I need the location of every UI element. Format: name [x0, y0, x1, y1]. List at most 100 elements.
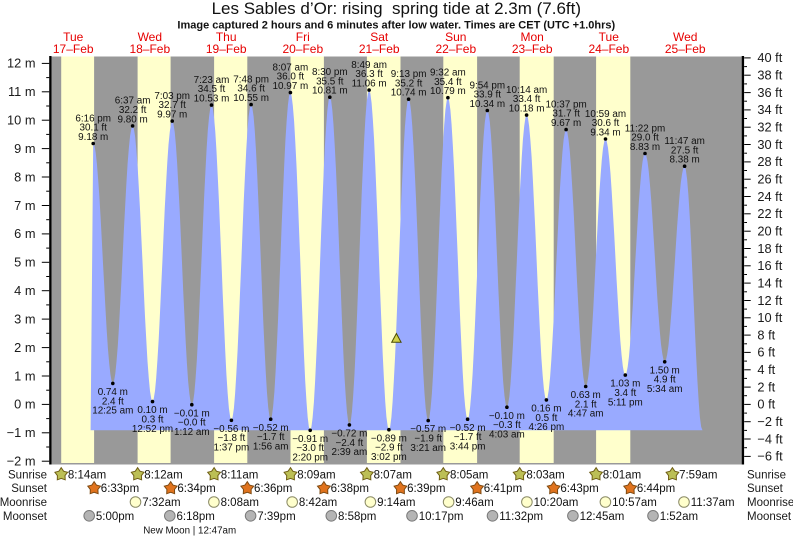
- svg-text:−1.7 ft: −1.7 ft: [257, 432, 285, 443]
- svg-text:8:01am: 8:01am: [603, 469, 641, 481]
- svg-text:31.7 ft: 31.7 ft: [552, 109, 580, 120]
- svg-text:30.1 ft: 30.1 ft: [79, 123, 107, 134]
- svg-text:10.81 m: 10.81 m: [312, 86, 348, 97]
- svg-text:11:47 am: 11:47 am: [664, 136, 704, 147]
- svg-text:−0.56 m: −0.56 m: [213, 424, 249, 435]
- svg-text:0.16 m: 0.16 m: [531, 404, 561, 415]
- svg-text:9.80 m: 9.80 m: [117, 114, 147, 125]
- svg-text:34 ft: 34 ft: [757, 102, 782, 117]
- svg-text:−0.52 m: −0.52 m: [450, 423, 486, 434]
- svg-text:9:46am: 9:46am: [455, 497, 493, 509]
- svg-text:9.34 m: 9.34 m: [590, 127, 620, 138]
- svg-text:1.50 m: 1.50 m: [650, 365, 680, 376]
- svg-text:4 m: 4 m: [14, 283, 35, 298]
- svg-text:−0.91 m: −0.91 m: [292, 434, 328, 445]
- svg-text:7:23 am: 7:23 am: [194, 75, 230, 86]
- svg-text:14 ft: 14 ft: [757, 275, 782, 290]
- svg-text:8:09am: 8:09am: [297, 469, 335, 481]
- svg-text:0 m: 0 m: [14, 397, 35, 412]
- svg-text:9:14am: 9:14am: [377, 497, 415, 509]
- svg-text:−0.3 ft: −0.3 ft: [493, 420, 521, 431]
- svg-text:8:08am: 8:08am: [221, 497, 259, 509]
- svg-text:−1.9 ft: −1.9 ft: [414, 434, 442, 445]
- svg-text:17–Feb: 17–Feb: [53, 42, 94, 56]
- svg-text:Wed: Wed: [138, 30, 162, 44]
- svg-text:11:32pm: 11:32pm: [499, 511, 543, 523]
- svg-text:8 m: 8 m: [14, 169, 35, 184]
- svg-text:8.38 m: 8.38 m: [669, 155, 699, 166]
- svg-text:Tue: Tue: [599, 30, 620, 44]
- svg-text:12:52 pm: 12:52 pm: [132, 424, 173, 435]
- svg-text:Thu: Thu: [216, 30, 237, 44]
- svg-text:35.2 ft: 35.2 ft: [395, 78, 423, 89]
- svg-text:3:44 pm: 3:44 pm: [450, 441, 486, 452]
- svg-text:20 ft: 20 ft: [757, 224, 782, 239]
- svg-text:10 m: 10 m: [7, 113, 35, 128]
- svg-text:Moonset: Moonset: [3, 511, 48, 523]
- svg-text:Sun: Sun: [445, 30, 466, 44]
- svg-text:1.03 m: 1.03 m: [610, 379, 640, 390]
- svg-text:12:45am: 12:45am: [580, 511, 625, 523]
- svg-text:4 ft: 4 ft: [757, 362, 775, 377]
- svg-text:6:38pm: 6:38pm: [331, 483, 369, 495]
- svg-text:19–Feb: 19–Feb: [206, 42, 247, 56]
- svg-text:4:26 pm: 4:26 pm: [529, 422, 565, 433]
- svg-text:Image captured 2 hours and 6 m: Image captured 2 hours and 6 minutes aft…: [177, 19, 615, 31]
- svg-text:10.74 m: 10.74 m: [391, 88, 427, 99]
- svg-text:12 m: 12 m: [7, 56, 35, 71]
- svg-text:9:54 pm: 9:54 pm: [469, 80, 505, 91]
- svg-text:2 ft: 2 ft: [757, 379, 775, 394]
- svg-text:35.5 ft: 35.5 ft: [316, 76, 344, 87]
- svg-text:10 ft: 10 ft: [757, 310, 782, 325]
- svg-text:−1.8 ft: −1.8 ft: [218, 433, 246, 444]
- svg-text:6:44pm: 6:44pm: [637, 483, 675, 495]
- svg-text:9.67 m: 9.67 m: [551, 118, 581, 129]
- svg-text:0 ft: 0 ft: [757, 397, 775, 412]
- svg-text:−0.52 m: −0.52 m: [253, 423, 289, 434]
- svg-text:40 ft: 40 ft: [757, 50, 782, 65]
- svg-text:9:32 am: 9:32 am: [430, 68, 466, 79]
- svg-text:Wed: Wed: [673, 30, 697, 44]
- svg-text:5:34 am: 5:34 am: [647, 384, 683, 395]
- svg-text:34.5 ft: 34.5 ft: [198, 84, 226, 95]
- svg-text:−6 ft: −6 ft: [757, 449, 783, 464]
- svg-text:32.7 ft: 32.7 ft: [158, 100, 186, 111]
- svg-text:6:43pm: 6:43pm: [560, 483, 598, 495]
- svg-text:6:39pm: 6:39pm: [407, 483, 445, 495]
- svg-text:0.10 m: 0.10 m: [137, 405, 167, 416]
- svg-text:3 m: 3 m: [14, 311, 35, 326]
- svg-text:8:42am: 8:42am: [299, 497, 337, 509]
- svg-text:−0.01 m: −0.01 m: [174, 408, 210, 419]
- svg-text:32.2 ft: 32.2 ft: [119, 105, 147, 116]
- svg-text:11 m: 11 m: [8, 84, 36, 99]
- svg-text:23–Feb: 23–Feb: [512, 42, 553, 56]
- svg-text:8.83 m: 8.83 m: [630, 142, 660, 153]
- svg-text:18–Feb: 18–Feb: [129, 42, 170, 56]
- svg-text:11:37am: 11:37am: [691, 497, 735, 509]
- svg-text:8:58pm: 8:58pm: [338, 511, 376, 523]
- svg-text:Sunset: Sunset: [11, 483, 48, 495]
- svg-text:5:00pm: 5:00pm: [96, 511, 134, 523]
- svg-text:8:03am: 8:03am: [526, 469, 564, 481]
- svg-text:36 ft: 36 ft: [757, 85, 782, 100]
- svg-text:Les Sables d’Or: rising sprin: Les Sables d’Or: rising spring tide at 2…: [212, 0, 581, 18]
- svg-text:8:30 pm: 8:30 pm: [312, 67, 348, 78]
- svg-text:0.74 m: 0.74 m: [98, 387, 128, 398]
- svg-text:10:37 pm: 10:37 pm: [546, 99, 587, 110]
- svg-text:6 m: 6 m: [14, 226, 35, 241]
- svg-text:8:12am: 8:12am: [144, 469, 182, 481]
- svg-text:5 m: 5 m: [14, 255, 35, 270]
- svg-text:6 ft: 6 ft: [757, 345, 775, 360]
- svg-text:2:20 pm: 2:20 pm: [292, 453, 328, 464]
- svg-text:−0.57 m: −0.57 m: [410, 424, 446, 435]
- svg-text:4:47 am: 4:47 am: [568, 409, 604, 420]
- svg-text:Sat: Sat: [370, 30, 389, 44]
- svg-text:0.3 ft: 0.3 ft: [142, 415, 164, 426]
- svg-text:6:36pm: 6:36pm: [254, 483, 292, 495]
- svg-text:11:22 pm: 11:22 pm: [625, 123, 665, 134]
- svg-text:29.0 ft: 29.0 ft: [631, 133, 659, 144]
- svg-text:10:17pm: 10:17pm: [419, 511, 464, 523]
- svg-text:6:41pm: 6:41pm: [484, 483, 522, 495]
- svg-text:−2.4 ft: −2.4 ft: [336, 438, 364, 449]
- svg-text:10:57am: 10:57am: [612, 497, 657, 509]
